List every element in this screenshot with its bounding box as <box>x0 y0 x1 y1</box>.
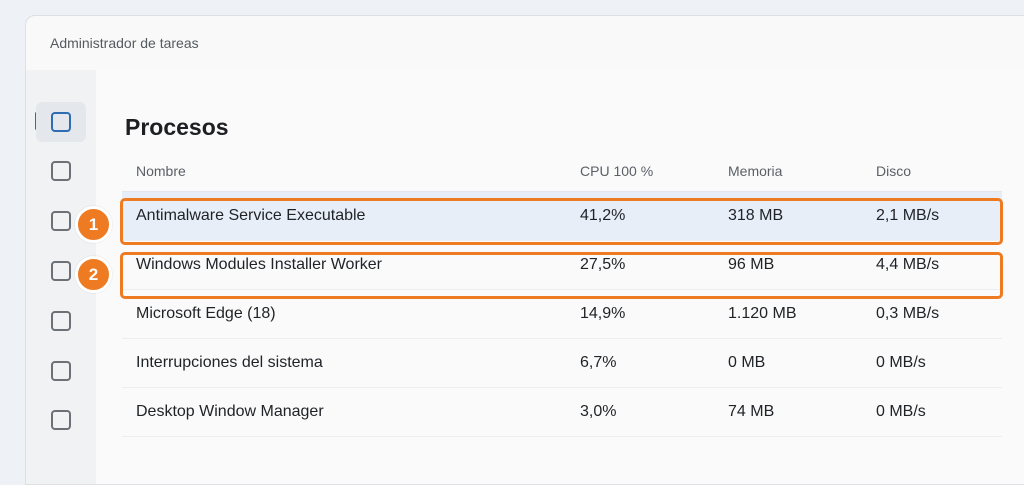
table-header: Nombre CPU 100 % Memoria Disco <box>122 150 1002 192</box>
table-row[interactable]: Microsoft Edge (18) 14,9% 1.120 MB 0,3 M… <box>122 290 1002 339</box>
nav-box-icon <box>51 410 71 430</box>
process-cpu: 14,9% <box>580 305 626 322</box>
process-memory: 1.120 MB <box>728 305 797 322</box>
process-disk: 2,1 MB/s <box>876 207 940 224</box>
process-cpu: 6,7% <box>580 354 617 371</box>
process-memory: 318 MB <box>728 207 784 224</box>
nav-box-icon <box>51 311 71 331</box>
process-memory: 96 MB <box>728 256 775 273</box>
sidebar-item-7[interactable] <box>36 400 86 440</box>
sidebar-item-2[interactable] <box>36 151 86 191</box>
app-title: Administrador de tareas <box>50 35 199 51</box>
column-header-cpu[interactable]: CPU 100 % <box>580 162 654 179</box>
column-header-disk[interactable]: Disco <box>876 162 912 179</box>
sidebar-item-5[interactable] <box>36 301 86 341</box>
process-disk: 0 MB/s <box>876 403 926 420</box>
table-row[interactable]: Interrupciones del sistema 6,7% 0 MB 0 M… <box>122 339 1002 388</box>
process-disk: 4,4 MB/s <box>876 256 940 273</box>
nav-box-icon <box>51 361 71 381</box>
highlight-box-1 <box>120 198 1003 245</box>
process-disk: 0 MB/s <box>876 354 926 371</box>
process-memory: 74 MB <box>728 403 775 420</box>
page-title: Procesos <box>125 114 229 140</box>
task-manager-window: Administrador de tareas Procesos Nomb <box>25 15 1024 485</box>
process-name: Interrupciones del sistema <box>136 354 323 371</box>
process-name: Microsoft Edge (18) <box>136 305 276 322</box>
callout-badge-2: 2 <box>75 256 112 293</box>
process-disk: 0,3 MB/s <box>876 305 940 322</box>
sidebar-item-6[interactable] <box>36 351 86 391</box>
process-cpu: 41,2% <box>580 207 626 224</box>
sidebar-item-4[interactable] <box>36 251 86 291</box>
nav-box-icon <box>51 112 71 132</box>
sidebar-item-processes[interactable] <box>36 102 86 142</box>
title-bar: Administrador de tareas <box>26 16 1024 70</box>
nav-box-icon <box>51 211 71 231</box>
table-row[interactable]: Desktop Window Manager 3,0% 74 MB 0 MB/s <box>122 388 1002 437</box>
nav-box-icon <box>51 261 71 281</box>
process-name: Antimalware Service Executable <box>136 207 366 224</box>
column-header-memory[interactable]: Memoria <box>728 162 783 179</box>
process-cpu: 3,0% <box>580 403 617 420</box>
highlight-box-2 <box>120 252 1003 299</box>
column-header-name[interactable]: Nombre <box>136 162 186 179</box>
callout-badge-1: 1 <box>75 206 112 243</box>
sidebar-item-3[interactable] <box>36 201 86 241</box>
table-row[interactable]: Windows Modules Installer Worker 27,5% 9… <box>122 241 1002 290</box>
process-memory: 0 MB <box>728 354 766 371</box>
nav-box-icon <box>51 161 71 181</box>
process-name: Windows Modules Installer Worker <box>136 256 383 273</box>
process-name: Desktop Window Manager <box>136 403 324 420</box>
process-cpu: 27,5% <box>580 256 626 273</box>
